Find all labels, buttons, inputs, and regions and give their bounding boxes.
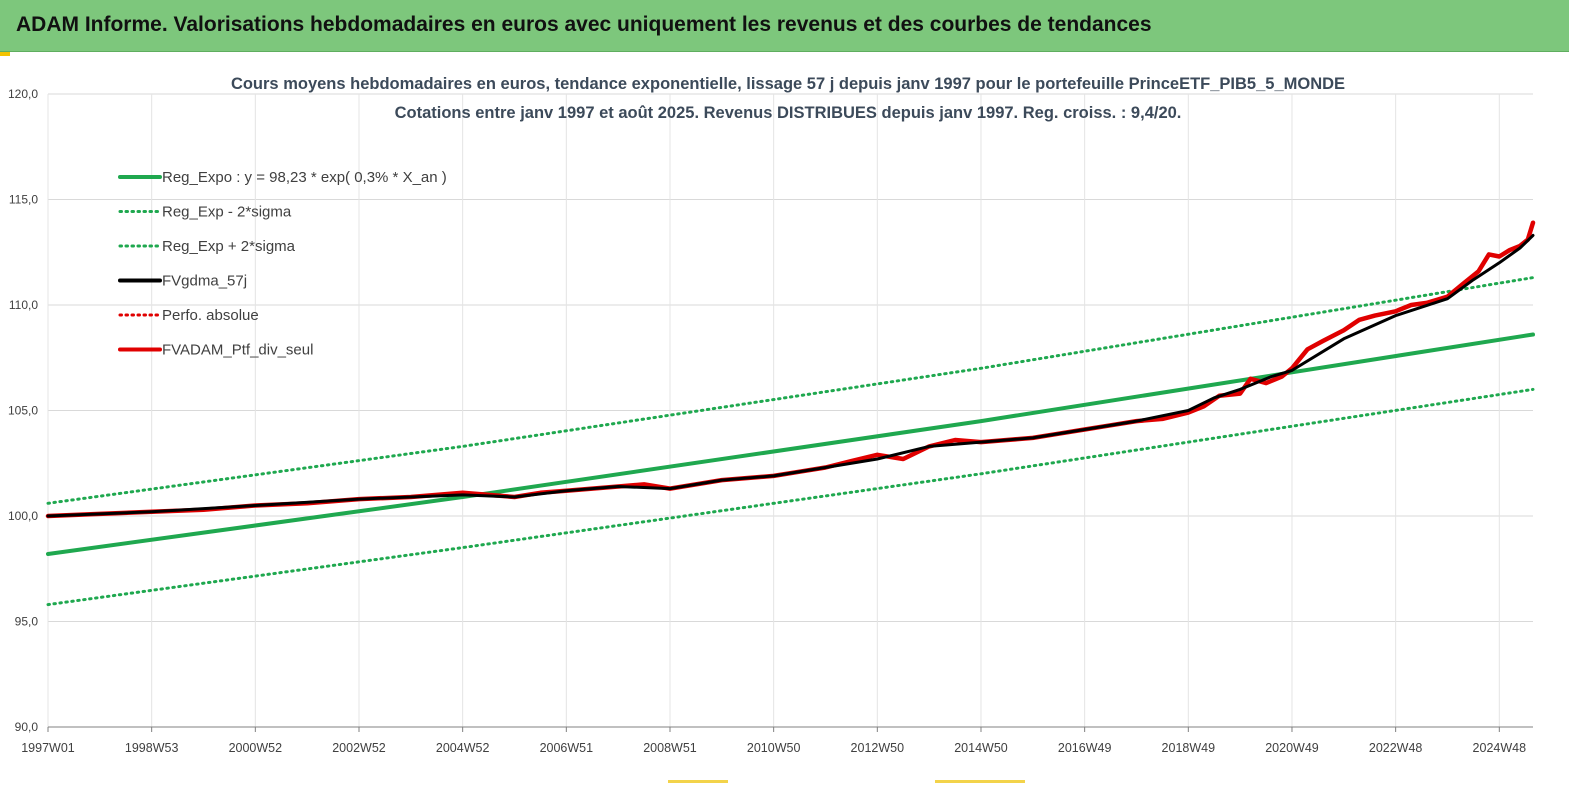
x-tick-label-0: 1997W01 (21, 741, 75, 755)
y-tick-label-5: 115,0 (9, 193, 38, 207)
x-tick-label-14: 2024W48 (1473, 741, 1527, 755)
series-line-2 (46, 276, 1535, 505)
x-tick-label-6: 2008W51 (643, 741, 697, 755)
y-tick-label-3: 105,0 (8, 404, 38, 418)
legend-label-1: Reg_Exp - 2*sigma (162, 204, 292, 221)
x-tick-label-8: 2012W50 (851, 741, 905, 755)
bottom-accent-2 (935, 780, 1025, 783)
x-tick-label-4: 2004W52 (436, 741, 490, 755)
legend-label-0: Reg_Expo : y = 98,23 * exp( 0,3% * X_an … (162, 169, 447, 186)
grid (47, 93, 1533, 728)
series-lines (45, 220, 1536, 607)
line-chart: 90,0 95,0 100,0 105,0 110,0 115,0 120,0 1997W01… (8, 75, 1536, 755)
x-tick-label-1: 1998W53 (125, 741, 179, 755)
legend-label-4: Perfo. absolue (162, 307, 259, 324)
series-line-3 (46, 233, 1535, 518)
banner-title: ADAM Informe. Valorisations hebdomadaire… (16, 13, 1152, 36)
chart-area: 90,0 95,0 100,0 105,0 110,0 115,0 120,0 1997W01… (0, 56, 1569, 783)
chart-title-line2: Cotations entre janv 1997 et août 2025. … (395, 104, 1182, 122)
x-tick-label-12: 2020W49 (1265, 741, 1319, 755)
series-line-0 (46, 332, 1535, 556)
legend-label-2: Reg_Exp + 2*sigma (162, 238, 296, 255)
series-line-1 (46, 387, 1535, 607)
x-tick-label-9: 2014W50 (954, 741, 1008, 755)
header-banner: ADAM Informe. Valorisations hebdomadaire… (0, 0, 1569, 52)
x-tick-label-3: 2002W52 (332, 741, 386, 755)
axes: 90,0 95,0 100,0 105,0 110,0 115,0 120,0 1997W01… (8, 87, 1533, 755)
x-tick-label-13: 2022W48 (1369, 741, 1423, 755)
x-tick-label-2: 2000W52 (229, 741, 283, 755)
y-tick-label-1: 95,0 (15, 615, 39, 629)
legend: Reg_Expo : y = 98,23 * exp( 0,3% * X_an … (118, 169, 447, 359)
x-tick-label-11: 2018W49 (1162, 741, 1216, 755)
corner-accent (0, 52, 10, 56)
y-tick-label-2: 100,0 (8, 509, 38, 523)
x-tick-label-10: 2016W49 (1058, 741, 1112, 755)
legend-label-5: FVADAM_Ptf_div_seul (162, 342, 313, 359)
y-tick-label-6: 120,0 (8, 87, 38, 101)
y-tick-label-4: 110,0 (9, 298, 38, 312)
x-tick-label-7: 2010W50 (747, 741, 801, 755)
x-tick-label-5: 2006W51 (540, 741, 594, 755)
chart-title-line1: Cours moyens hebdomadaires en euros, ten… (231, 75, 1345, 93)
legend-label-3: FVgdma_57j (162, 273, 247, 290)
y-tick-label-0: 90,0 (15, 720, 39, 734)
bottom-accent-1 (668, 780, 728, 783)
